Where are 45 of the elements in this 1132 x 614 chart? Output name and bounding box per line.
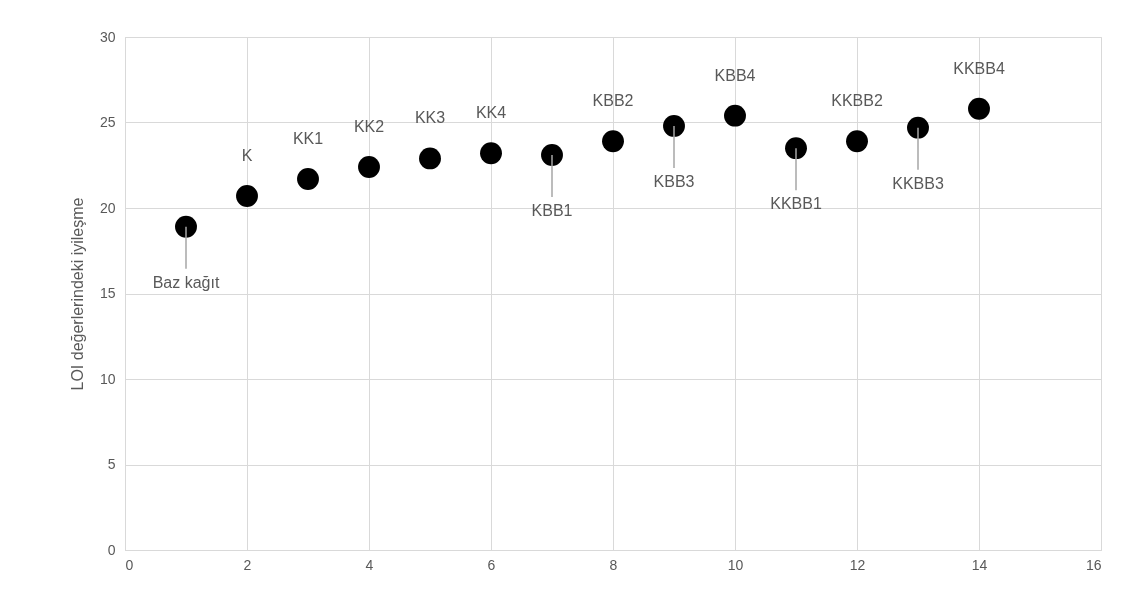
point [968, 97, 990, 120]
y-tick-label: 25 [99, 114, 116, 130]
x-tick-label: 2 [243, 556, 252, 573]
x-tick-label: 0 [125, 556, 134, 573]
x-tick-label: 4 [365, 556, 374, 573]
point [236, 185, 258, 207]
annotation: K [241, 147, 253, 165]
annotation: KK3 [414, 109, 446, 127]
point [663, 114, 685, 137]
point [297, 168, 319, 190]
y-tick-label: 20 [99, 199, 116, 216]
point [907, 116, 929, 139]
annotation: KK4 [475, 104, 507, 122]
annotation: KKBB3 [892, 174, 944, 192]
annotation: KK2 [353, 117, 385, 135]
annotation: KKBB1 [770, 195, 822, 213]
y-tick-label: 0 [107, 541, 116, 558]
y-tick-label: 15 [99, 285, 116, 301]
annotation: Baz kağıt [152, 273, 220, 291]
x-tick-label: 12 [849, 556, 866, 573]
y-axis-title: LOI değerlerindeki iyileşme [68, 197, 86, 391]
point [846, 130, 868, 153]
point [480, 142, 502, 165]
x-tick-label: 16 [1085, 556, 1102, 573]
y-tick-label: 5 [107, 456, 116, 472]
x-tick-label: 8 [609, 556, 618, 573]
x-tick-label: 14 [971, 556, 988, 573]
point [358, 156, 380, 178]
point [541, 144, 563, 166]
point [175, 215, 197, 238]
x-tick-label: 10 [727, 556, 744, 573]
y-tick-label: 30 [99, 28, 116, 45]
annotation: KK1 [292, 129, 324, 147]
annotation: KBB2 [592, 92, 634, 110]
y-tick-label: 10 [99, 370, 116, 387]
annotation: KKBB4 [953, 59, 1005, 77]
point [785, 137, 807, 160]
annotation: KKBB2 [831, 92, 883, 110]
annotation: KBB4 [714, 66, 756, 84]
annotation: KBB1 [531, 201, 573, 219]
x-tick-label: 6 [487, 556, 496, 573]
point [419, 147, 441, 170]
point [724, 104, 746, 127]
point [602, 130, 624, 153]
annotation: KBB3 [653, 172, 695, 190]
